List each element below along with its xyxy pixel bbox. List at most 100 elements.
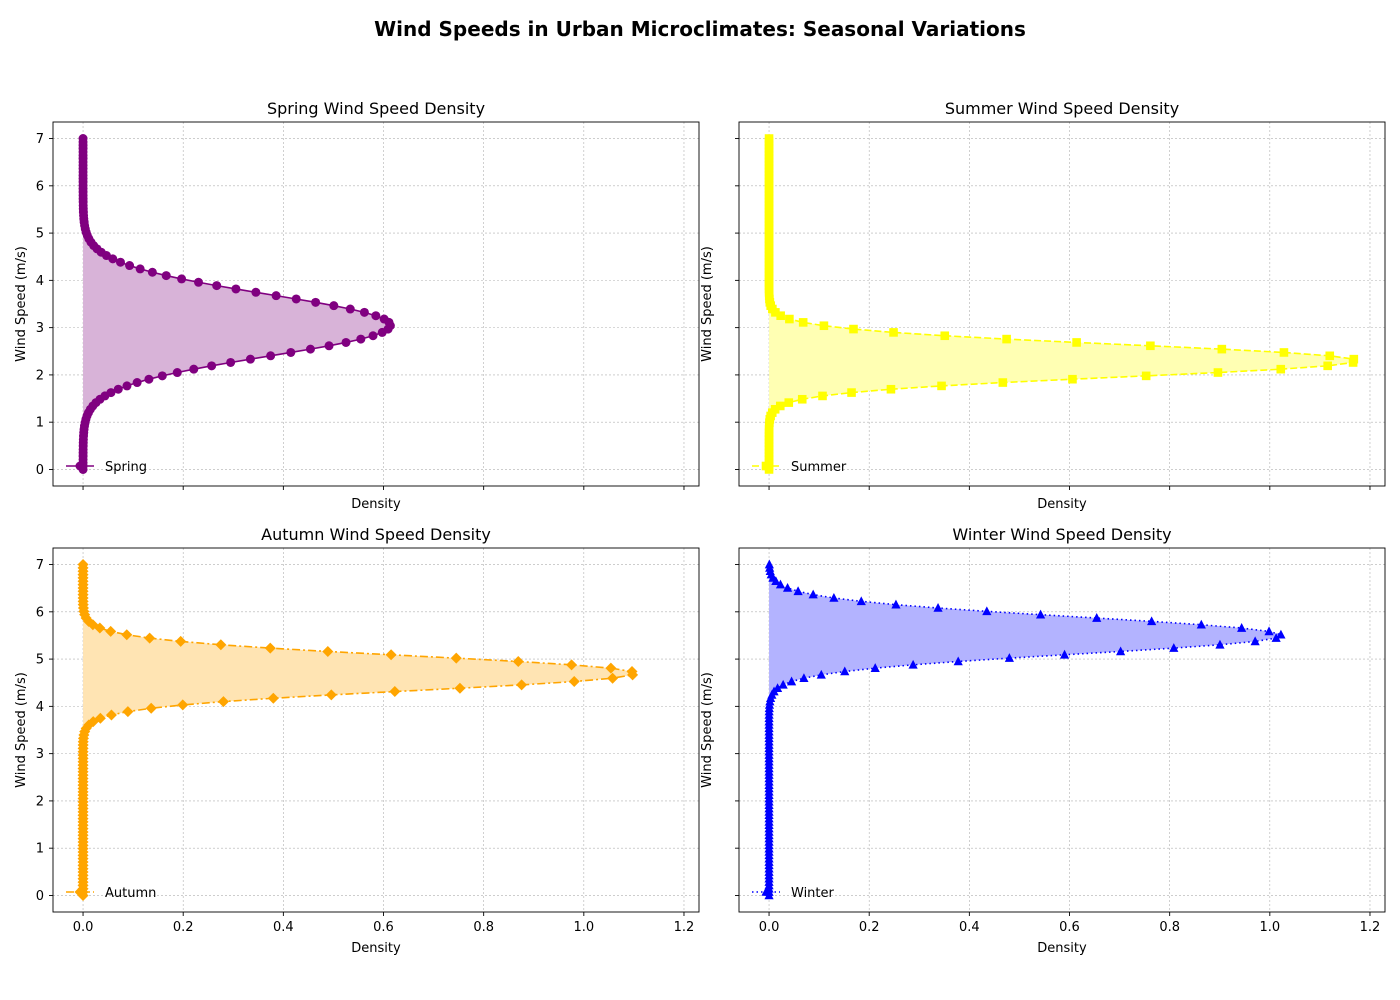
x-tick-label: 0.2 <box>859 920 880 935</box>
data-point <box>1059 649 1070 659</box>
data-point <box>356 334 366 344</box>
data-point <box>341 337 351 347</box>
data-point <box>161 271 171 281</box>
data-point <box>1264 626 1274 636</box>
data-point <box>359 307 369 317</box>
data-point <box>566 659 578 671</box>
y-tick-label: 6 <box>36 179 44 194</box>
data-point <box>1002 334 1011 344</box>
plot-area <box>764 559 1286 900</box>
data-point <box>785 314 794 324</box>
data-point <box>389 686 401 698</box>
data-point <box>368 331 378 341</box>
x-tick-label: 0.6 <box>373 920 394 935</box>
data-point <box>568 676 580 688</box>
legend-marker <box>761 461 771 471</box>
data-point <box>122 381 132 391</box>
plot-area <box>78 134 395 474</box>
data-point <box>1092 613 1102 622</box>
data-point <box>1325 351 1335 361</box>
data-point <box>121 629 133 641</box>
axes-frame <box>52 121 700 487</box>
data-point <box>1141 371 1151 381</box>
data-point <box>1250 636 1260 646</box>
panel-title: Autumn Wind Speed Density <box>261 525 491 544</box>
y-tick-label: 3 <box>36 321 44 336</box>
density-fill-spring <box>83 138 391 470</box>
x-axis-label: Density <box>351 497 401 512</box>
density-line-summer <box>768 138 1355 470</box>
data-point <box>147 267 157 277</box>
data-point <box>1004 653 1014 662</box>
data-point <box>371 311 381 321</box>
data-point <box>132 378 142 388</box>
y-axis-label: Wind Speed (m/s) <box>14 246 29 362</box>
data-point <box>264 642 276 654</box>
data-point <box>784 398 794 407</box>
data-point <box>1196 619 1206 629</box>
axes-frame <box>738 121 1386 487</box>
data-point <box>776 311 785 320</box>
data-point <box>770 404 780 414</box>
markers-autumn <box>77 559 639 901</box>
data-point <box>799 673 809 682</box>
data-point <box>145 702 157 714</box>
data-point <box>329 301 339 311</box>
data-point <box>772 683 783 693</box>
data-point <box>113 384 123 394</box>
data-point <box>322 645 334 657</box>
data-point <box>267 692 279 704</box>
x-tick-label: 0.4 <box>959 920 980 935</box>
data-point <box>808 589 818 599</box>
data-point <box>311 297 321 307</box>
data-point <box>870 663 880 672</box>
data-point <box>1276 364 1286 374</box>
y-tick-label: 6 <box>36 605 44 620</box>
data-point <box>953 656 963 666</box>
x-axis-label: Density <box>1037 941 1087 956</box>
data-point <box>829 592 839 602</box>
markers-summer <box>764 134 1359 474</box>
legend-marker <box>74 886 86 898</box>
legend-spring: Spring <box>66 460 147 475</box>
data-point <box>379 314 389 324</box>
data-point <box>106 388 116 398</box>
data-point <box>144 632 156 644</box>
data-point <box>797 394 807 404</box>
data-point <box>775 401 785 411</box>
data-point <box>245 354 255 364</box>
data-point <box>105 625 117 637</box>
data-point <box>175 635 187 647</box>
data-point <box>286 347 296 357</box>
data-point <box>840 666 850 676</box>
data-point <box>94 712 106 724</box>
plot-area <box>77 559 639 901</box>
legend-label: Winter <box>791 886 835 901</box>
y-tick-label: 2 <box>36 368 44 383</box>
x-axis-label: Density <box>351 941 401 956</box>
panel-title: Spring Wind Speed Density <box>267 99 485 118</box>
axes-frame <box>738 547 1386 913</box>
data-point <box>849 324 858 334</box>
data-point <box>385 649 397 661</box>
data-point <box>856 596 866 606</box>
y-tick-label: 0 <box>36 463 44 478</box>
data-point <box>215 639 227 651</box>
legend-label: Spring <box>105 460 147 475</box>
data-point <box>305 344 315 354</box>
data-point <box>1349 354 1359 364</box>
data-point <box>782 582 793 592</box>
x-tick-label: 1.0 <box>1259 920 1280 935</box>
data-point <box>135 264 145 274</box>
data-point <box>177 274 187 284</box>
data-point <box>122 706 134 718</box>
data-point <box>778 679 788 689</box>
legend-autumn: Autumn <box>66 886 156 901</box>
y-tick-label: 4 <box>36 274 44 289</box>
data-point <box>1147 616 1157 626</box>
data-point <box>1169 643 1179 652</box>
figure-title: Wind Speeds in Urban Microclimates: Seas… <box>374 17 1026 41</box>
legend-winter: Winter <box>752 886 835 901</box>
data-point <box>1217 344 1227 354</box>
